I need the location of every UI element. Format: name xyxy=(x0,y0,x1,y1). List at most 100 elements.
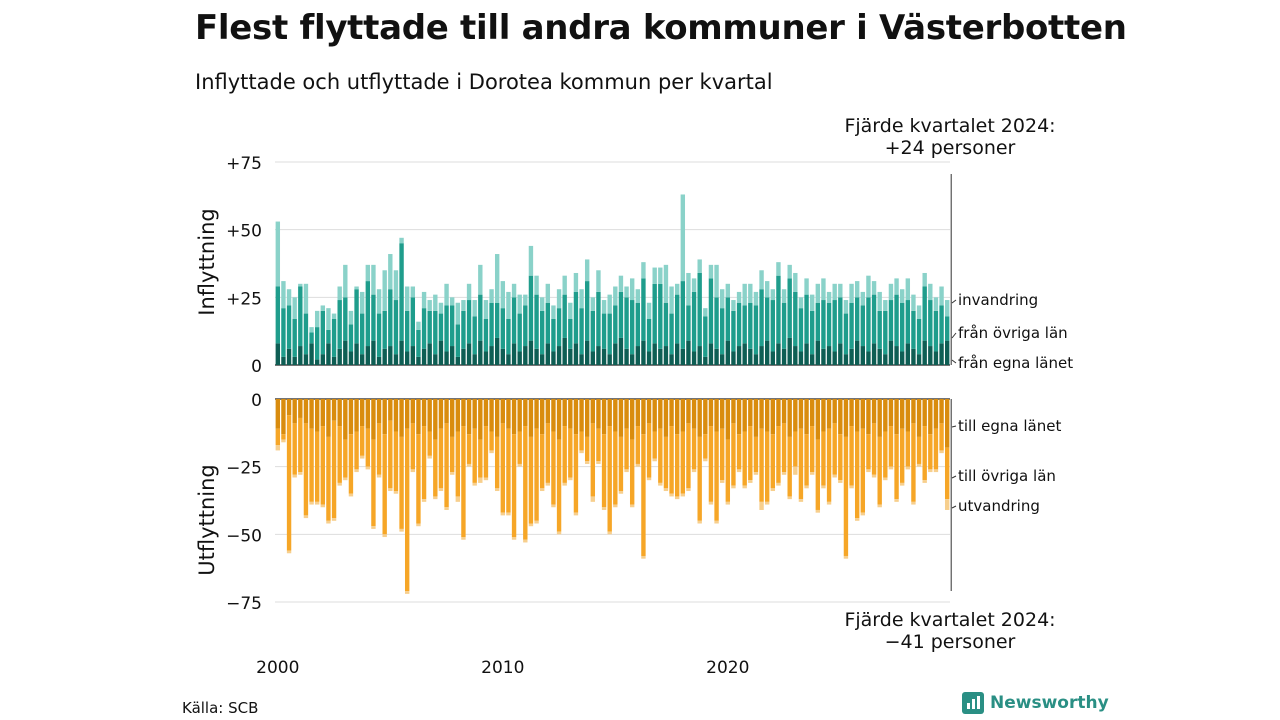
bar-out-segment xyxy=(691,428,697,470)
bar-out-segment xyxy=(860,428,866,513)
bar-out-segment xyxy=(815,509,821,513)
bar-out-segment xyxy=(472,482,477,486)
bar-out-segment xyxy=(359,399,365,427)
bar-out-segment xyxy=(438,428,444,489)
bar-out-segment xyxy=(826,399,832,429)
bar-out-segment xyxy=(866,434,871,470)
bar-in-segment xyxy=(404,286,410,311)
bar-in-segment xyxy=(663,264,669,303)
bar-in-segment xyxy=(922,340,927,365)
bar-out-segment xyxy=(286,415,292,551)
bar-in-segment xyxy=(528,275,534,341)
bar-in-segment xyxy=(669,313,674,355)
bar-out-segment xyxy=(708,426,714,502)
bar-in-segment xyxy=(483,318,489,352)
bar-in-segment xyxy=(551,318,556,352)
bar-out-segment xyxy=(376,423,382,475)
bar-out-segment xyxy=(899,399,905,429)
bar-out-segment xyxy=(371,399,376,440)
bar-out-segment xyxy=(731,423,736,486)
bar-in-segment xyxy=(292,318,297,357)
bar-in-segment xyxy=(556,289,562,309)
bar-in-segment xyxy=(613,343,618,365)
bar-out-segment xyxy=(764,501,770,505)
bar-in-segment xyxy=(298,283,303,287)
bar-out-segment xyxy=(562,399,567,427)
bar-in-segment xyxy=(635,289,641,303)
bar-in-segment xyxy=(669,354,674,365)
bar-in-segment xyxy=(359,291,365,314)
bar-in-segment xyxy=(843,300,849,314)
bar-out-segment xyxy=(899,482,905,486)
bar-in-segment xyxy=(331,356,337,365)
bar-out-segment xyxy=(331,399,337,421)
bar-out-segment xyxy=(359,455,365,459)
bar-out-segment xyxy=(371,526,376,529)
bar-in-segment xyxy=(275,221,281,287)
bar-in-segment xyxy=(748,348,753,365)
bar-in-segment xyxy=(652,283,657,344)
bar-in-segment xyxy=(916,318,922,355)
bar-out-segment xyxy=(714,431,719,521)
bar-out-segment xyxy=(613,399,618,432)
bar-out-segment xyxy=(770,434,776,489)
bar-out-segment xyxy=(753,436,759,473)
bar-out-segment xyxy=(731,399,736,424)
bar-in-segment xyxy=(635,302,641,347)
bar-out-segment xyxy=(894,434,899,500)
bar-out-segment xyxy=(888,466,894,470)
bar-in-segment xyxy=(691,351,697,365)
bar-in-segment xyxy=(455,324,461,357)
bar-in-segment xyxy=(618,291,624,338)
bar-out-segment xyxy=(393,431,399,492)
bar-in-segment xyxy=(753,354,759,365)
x-tick-label: 2000 xyxy=(256,658,299,678)
bar-in-segment xyxy=(433,354,438,365)
bar-out-segment xyxy=(523,399,528,427)
bar-in-segment xyxy=(764,281,770,298)
bar-in-segment xyxy=(764,297,770,341)
bar-out-segment xyxy=(500,423,506,513)
bar-out-segment xyxy=(933,399,939,429)
bar-out-segment xyxy=(883,477,888,481)
bar-out-segment xyxy=(798,499,804,502)
bar-out-segment xyxy=(776,426,781,483)
bar-in-segment xyxy=(809,310,815,355)
bar-in-segment xyxy=(686,305,691,341)
bar-out-segment xyxy=(388,399,393,421)
bar-in-segment xyxy=(309,332,314,344)
bar-out-segment xyxy=(646,423,652,478)
bar-out-segment xyxy=(764,399,770,432)
bar-in-segment xyxy=(905,300,911,344)
bar-out-segment xyxy=(759,399,764,429)
bar-in-segment xyxy=(883,300,888,311)
bar-in-segment xyxy=(776,275,781,344)
bar-out-segment xyxy=(939,399,944,424)
bar-in-segment xyxy=(871,281,877,295)
bar-out-segment xyxy=(905,399,911,432)
bar-in-segment xyxy=(326,329,331,344)
bar-in-segment xyxy=(759,289,764,347)
bar-in-segment xyxy=(337,300,342,349)
bar-in-segment xyxy=(590,310,596,352)
bar-out-segment xyxy=(652,399,657,432)
bar-out-segment xyxy=(590,399,596,424)
bar-in-segment xyxy=(871,343,877,365)
bar-in-segment xyxy=(922,272,927,287)
bar-in-segment xyxy=(534,294,539,349)
bar-in-segment xyxy=(534,348,539,365)
bar-in-segment xyxy=(500,308,506,349)
bar-in-segment xyxy=(404,310,410,352)
bar-in-segment xyxy=(483,300,489,319)
bar-in-segment xyxy=(444,351,449,365)
bar-out-segment xyxy=(703,458,708,462)
bar-out-segment xyxy=(523,539,528,543)
bar-out-segment xyxy=(697,520,702,524)
bar-out-segment xyxy=(309,428,314,502)
bar-in-segment xyxy=(916,354,922,365)
bar-in-segment xyxy=(314,327,320,360)
bar-in-segment xyxy=(658,348,663,365)
legend-label: utvandring xyxy=(958,497,1040,515)
bar-out-segment xyxy=(629,439,635,505)
bar-out-segment xyxy=(500,512,506,516)
